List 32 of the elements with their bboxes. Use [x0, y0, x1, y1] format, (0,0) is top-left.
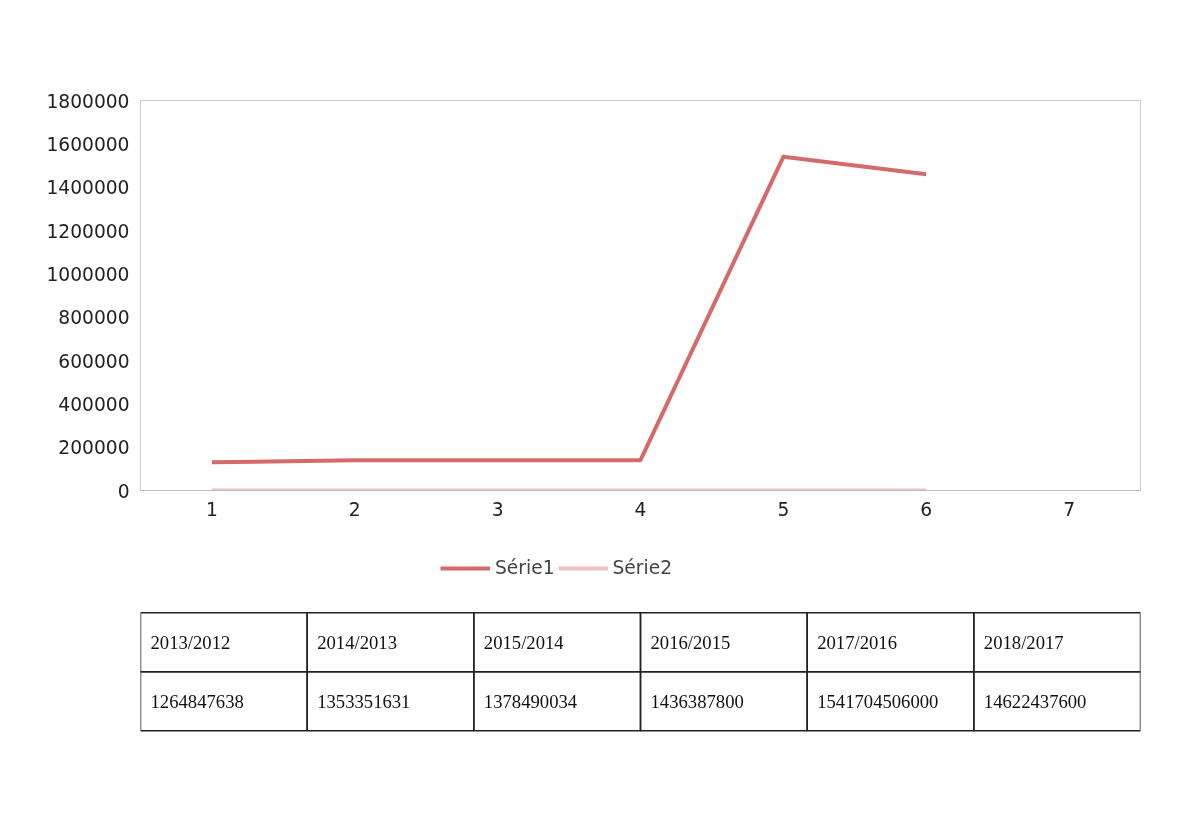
y-tick-label: 200000	[58, 437, 130, 459]
text: 1436387800	[650, 690, 744, 712]
text: 2013/2012	[150, 631, 231, 653]
legend-label: Série1	[495, 557, 555, 578]
x-tick-label: 4	[634, 498, 647, 520]
text: 1264847638	[150, 690, 244, 712]
line-series	[209, 154, 929, 465]
y-tick-label: 1000000	[46, 263, 130, 285]
text: 1353351631	[317, 690, 411, 712]
x-tick-label: 2	[348, 498, 361, 520]
text: 1378490034	[483, 690, 578, 712]
x-tick-label: 6	[920, 498, 933, 520]
x-tick-label: 3	[491, 498, 504, 520]
text: 14622437600	[983, 690, 1087, 712]
text: 1541704506000	[817, 690, 939, 712]
y-tick-label: 1400000	[46, 177, 130, 199]
y-tick-label: 400000	[58, 393, 130, 415]
y-tick-label: 1200000	[46, 220, 130, 242]
text: 2018/2017	[983, 631, 1064, 653]
text: 2016/2015	[650, 631, 731, 653]
x-tick-label: 1	[205, 498, 218, 520]
y-tick-label: 1600000	[46, 133, 130, 155]
text: 2017/2016	[817, 631, 897, 653]
x-tick-label: 5	[777, 498, 790, 520]
y-tick-label: 1800000	[46, 90, 130, 112]
text: 2014/2013	[317, 631, 397, 653]
x-tick-label: 7	[1063, 498, 1076, 520]
text: 2015/2014	[483, 631, 565, 653]
y-tick-label: 0	[117, 480, 130, 502]
y-tick-label: 600000	[58, 350, 130, 372]
legend-label: Série2	[612, 557, 673, 578]
y-tick-label: 800000	[58, 307, 130, 329]
